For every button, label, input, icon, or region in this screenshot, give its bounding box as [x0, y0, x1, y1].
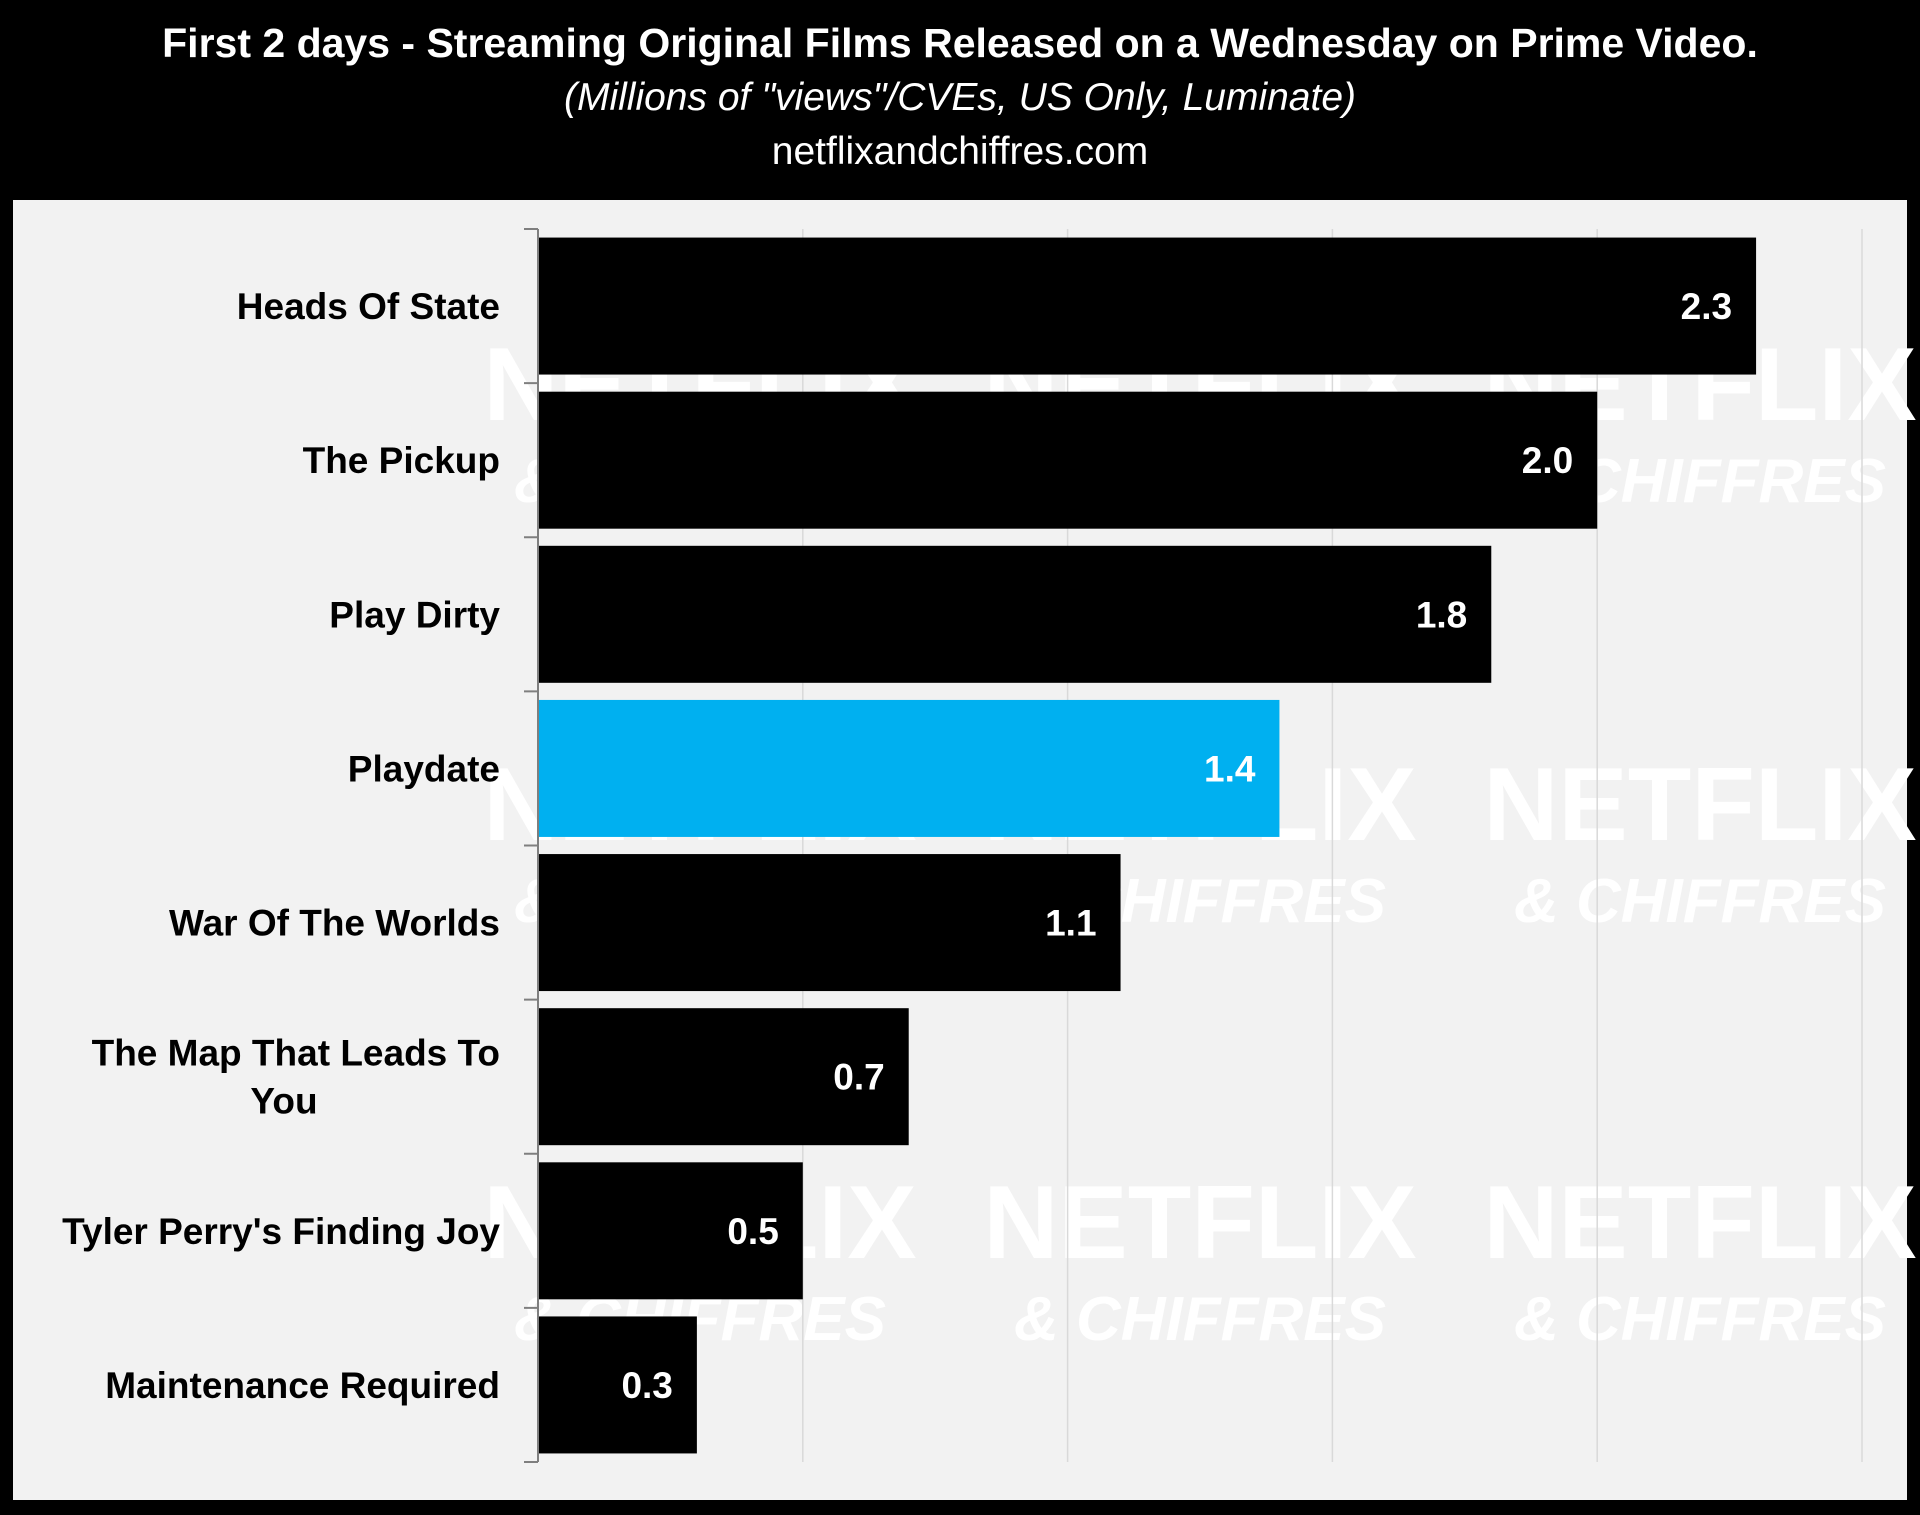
value-label: 0.3	[621, 1365, 672, 1406]
category-label: Play Dirty	[329, 594, 500, 635]
category-label: Heads Of State	[237, 286, 500, 327]
category-label: War Of The Worlds	[169, 903, 500, 944]
chart-subtitle: (Millions of "views"/CVEs, US Only, Lumi…	[563, 76, 1357, 119]
category-label: Playdate	[348, 748, 500, 789]
watermark-subtitle: & CHIFFRES	[1514, 1285, 1886, 1354]
watermark-subtitle: & CHIFFRES	[1514, 867, 1886, 936]
category-axis	[524, 228, 539, 1463]
category-label: Tyler Perry's Finding Joy	[62, 1211, 500, 1252]
value-label: 0.7	[833, 1057, 884, 1098]
bar	[538, 1162, 803, 1300]
chart-header: First 2 days - Streaming Original Films …	[0, 0, 1920, 200]
watermark-title: NETFLIX	[1483, 1165, 1916, 1281]
bar	[538, 237, 1757, 375]
value-label: 1.8	[1416, 594, 1467, 635]
value-labels: 2.3 2.0 1.8 1.4 1.1 0.7 0.5 0.3	[621, 286, 1732, 1406]
value-label: 0.5	[727, 1211, 778, 1252]
value-label: 2.0	[1522, 440, 1573, 481]
value-label: 2.3	[1681, 286, 1732, 327]
category-labels: Heads Of State The Pickup Play Dirty Playda…	[62, 286, 500, 1406]
category-label: The Pickup	[303, 440, 500, 481]
category-label: Maintenance Required	[105, 1365, 500, 1406]
category-label: The Map That Leads To You	[92, 1033, 500, 1122]
bar	[538, 1008, 909, 1146]
watermark-subtitle: & CHIFFRES	[1014, 1285, 1386, 1354]
value-label: 1.1	[1045, 903, 1096, 944]
bar	[538, 1316, 697, 1454]
chart-title: First 2 days - Streaming Original Films …	[162, 20, 1758, 66]
bar	[538, 391, 1598, 529]
bar	[538, 699, 1280, 837]
value-label: 1.4	[1204, 748, 1256, 789]
bar	[538, 545, 1492, 683]
watermark-title: NETFLIX	[1483, 747, 1916, 863]
watermark-title: NETFLIX	[983, 1165, 1416, 1281]
chart-source: netflixandchiffres.com	[771, 130, 1149, 173]
bars	[538, 237, 1757, 1454]
bar	[538, 854, 1121, 992]
